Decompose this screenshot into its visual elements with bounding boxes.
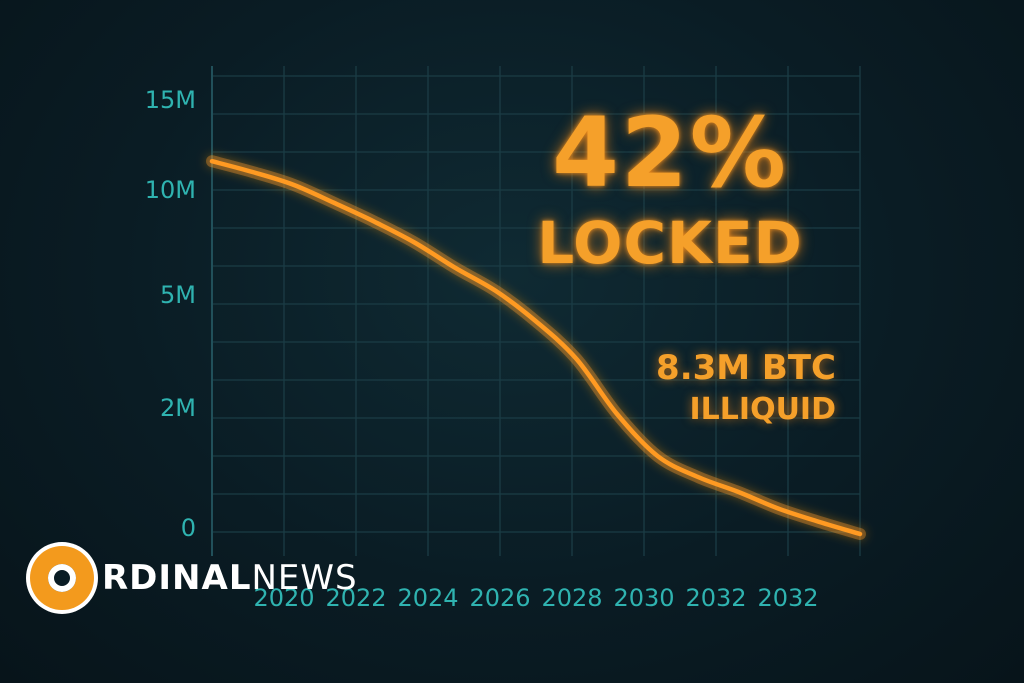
x-axis-ticks: 2020 2022 2024 2026 2028 2030 2032 2032 xyxy=(253,584,818,612)
y-tick-label: 5M xyxy=(160,281,196,309)
illiquid-label: ILLIQUID xyxy=(689,392,836,427)
y-axis-ticks: 15M 10M 5M 2M 0 xyxy=(145,86,196,542)
x-tick-label: 2030 xyxy=(613,584,674,612)
ordinal-news-logo: RDINALNEWS xyxy=(30,546,358,610)
headline-percent: 42% xyxy=(552,97,788,209)
headline-locked: LOCKED xyxy=(537,209,803,277)
y-tick-label: 2M xyxy=(160,394,196,422)
logo-prefix: RDINAL xyxy=(102,558,252,598)
x-tick-label: 2028 xyxy=(541,584,602,612)
x-tick-label: 2024 xyxy=(397,584,458,612)
series-line xyxy=(209,158,863,537)
x-tick-label: 2020 xyxy=(253,584,314,612)
x-tick-label: 2032 xyxy=(757,584,818,612)
y-tick-label: 10M xyxy=(145,176,196,204)
y-tick-label: 0 xyxy=(181,514,196,542)
logo-suffix: NEWS xyxy=(251,558,358,598)
y-tick-label: 15M xyxy=(145,86,196,114)
orange-ring-logo-icon xyxy=(30,546,94,610)
x-tick-label: 2026 xyxy=(469,584,530,612)
x-tick-label: 2022 xyxy=(325,584,386,612)
series xyxy=(206,155,866,540)
x-tick-label: 2032 xyxy=(685,584,746,612)
logo-wordmark: RDINALNEWS xyxy=(102,558,358,598)
illiquid-amount: 8.3M BTC xyxy=(656,348,836,388)
